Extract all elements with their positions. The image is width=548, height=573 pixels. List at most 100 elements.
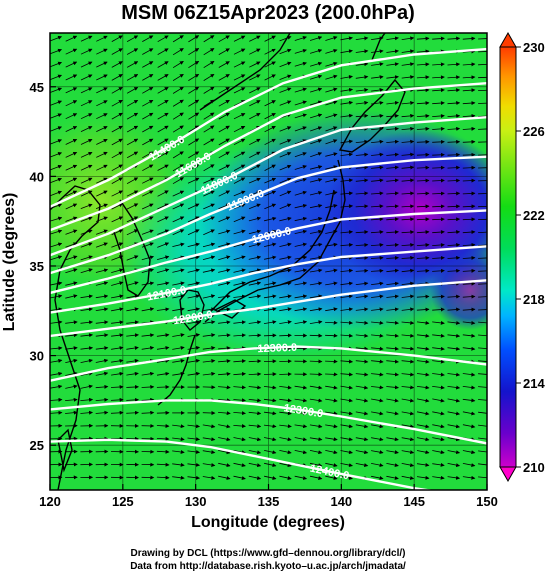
- wind-vector: [50, 164, 63, 171]
- wind-vector: [279, 100, 292, 106]
- wind-vector: [309, 190, 323, 196]
- wind-vector: [386, 113, 399, 118]
- wind-vector: [279, 151, 292, 158]
- wind-vector: [279, 450, 292, 455]
- wind-vector: [355, 230, 369, 235]
- colorbar-bottom-triangle: [499, 466, 517, 483]
- wind-vector: [401, 359, 415, 364]
- wind-vector: [401, 49, 415, 54]
- wind-vector: [202, 294, 216, 299]
- wind-vector: [462, 372, 476, 377]
- wind-vector: [416, 152, 430, 157]
- wind-vector: [264, 450, 277, 455]
- wind-vector: [309, 100, 323, 106]
- wind-vector: [309, 48, 323, 54]
- wind-vector: [202, 346, 216, 351]
- wind-vector: [416, 255, 430, 260]
- wind-vector: [401, 255, 415, 260]
- wind-vector: [249, 138, 261, 146]
- wind-vector: [249, 87, 261, 94]
- wind-vector: [233, 177, 246, 184]
- wind-vector: [264, 242, 277, 247]
- wind-vector: [401, 217, 415, 222]
- wind-vector: [355, 217, 369, 222]
- wind-vector: [478, 294, 487, 299]
- colorbar-tick-label: 230: [523, 40, 545, 55]
- plot-area: 11400.011600.011800.011900.012000.012100…: [50, 33, 487, 490]
- wind-vector: [416, 346, 430, 351]
- wind-vector: [249, 113, 261, 120]
- wind-vector: [65, 35, 78, 42]
- wind-vector: [371, 463, 384, 468]
- wind-vector: [432, 385, 445, 390]
- wind-vector: [386, 307, 399, 312]
- wind-vector: [355, 178, 369, 183]
- wind-vector: [263, 411, 277, 416]
- wind-vector: [279, 190, 292, 197]
- wind-vector: [340, 36, 353, 41]
- wind-vector: [340, 178, 354, 183]
- wind-vector: [126, 112, 139, 120]
- wind-vector: [462, 424, 476, 429]
- wind-vector: [386, 372, 399, 377]
- wind-vector: [248, 177, 261, 184]
- wind-vector: [157, 61, 169, 68]
- wind-vector: [432, 230, 445, 235]
- wind-vector: [478, 281, 487, 286]
- wind-vector: [264, 151, 276, 158]
- wind-vector: [462, 450, 476, 455]
- wind-vector: [340, 437, 353, 442]
- wind-vector: [294, 203, 308, 209]
- wind-vector: [65, 74, 78, 81]
- wind-vector: [386, 165, 399, 170]
- wind-vector: [142, 87, 154, 94]
- wind-vector: [141, 203, 154, 210]
- wind-vector: [65, 48, 78, 55]
- wind-vector: [355, 268, 369, 273]
- wind-vector: [172, 449, 185, 454]
- wind-vector: [233, 294, 246, 299]
- wind-vector: [65, 164, 78, 171]
- wind-vector: [248, 333, 262, 338]
- wind-vector: [95, 281, 109, 286]
- wind-vector: [65, 242, 78, 248]
- wind-vector: [401, 152, 415, 157]
- wind-vector: [95, 229, 108, 235]
- wind-vector: [478, 268, 487, 273]
- wind-vector: [325, 359, 338, 364]
- wind-vector: [202, 255, 216, 260]
- wind-vector: [218, 411, 231, 416]
- wind-vector: [462, 242, 476, 247]
- wind-vector: [65, 346, 78, 351]
- wind-vector: [386, 75, 399, 80]
- wind-vector: [111, 216, 124, 223]
- wind-vector: [156, 281, 170, 286]
- wind-vector: [416, 204, 430, 209]
- wind-vector: [172, 203, 185, 210]
- wind-vector: [416, 398, 430, 403]
- wind-vector: [386, 385, 399, 390]
- wind-vector: [401, 165, 415, 170]
- wind-vector: [401, 475, 415, 480]
- wind-vector: [279, 307, 292, 312]
- wind-vector: [50, 346, 63, 351]
- wind-vector: [50, 410, 63, 415]
- wind-vector: [386, 217, 399, 222]
- wind-vector: [294, 450, 308, 455]
- wind-vector: [279, 294, 292, 299]
- wind-vector: [126, 138, 139, 146]
- wind-vector: [50, 203, 63, 209]
- wind-vector: [126, 74, 139, 81]
- wind-vector: [462, 139, 476, 144]
- wind-vector: [80, 151, 93, 158]
- wind-vector: [325, 87, 338, 93]
- y-tick-label: 40: [30, 169, 44, 184]
- wind-vector: [142, 99, 154, 107]
- wind-vector: [432, 152, 445, 157]
- wind-vector: [371, 385, 384, 390]
- wind-vector: [325, 216, 338, 221]
- wind-vector: [462, 88, 476, 93]
- wind-vector: [233, 320, 246, 325]
- wind-vector: [432, 333, 445, 338]
